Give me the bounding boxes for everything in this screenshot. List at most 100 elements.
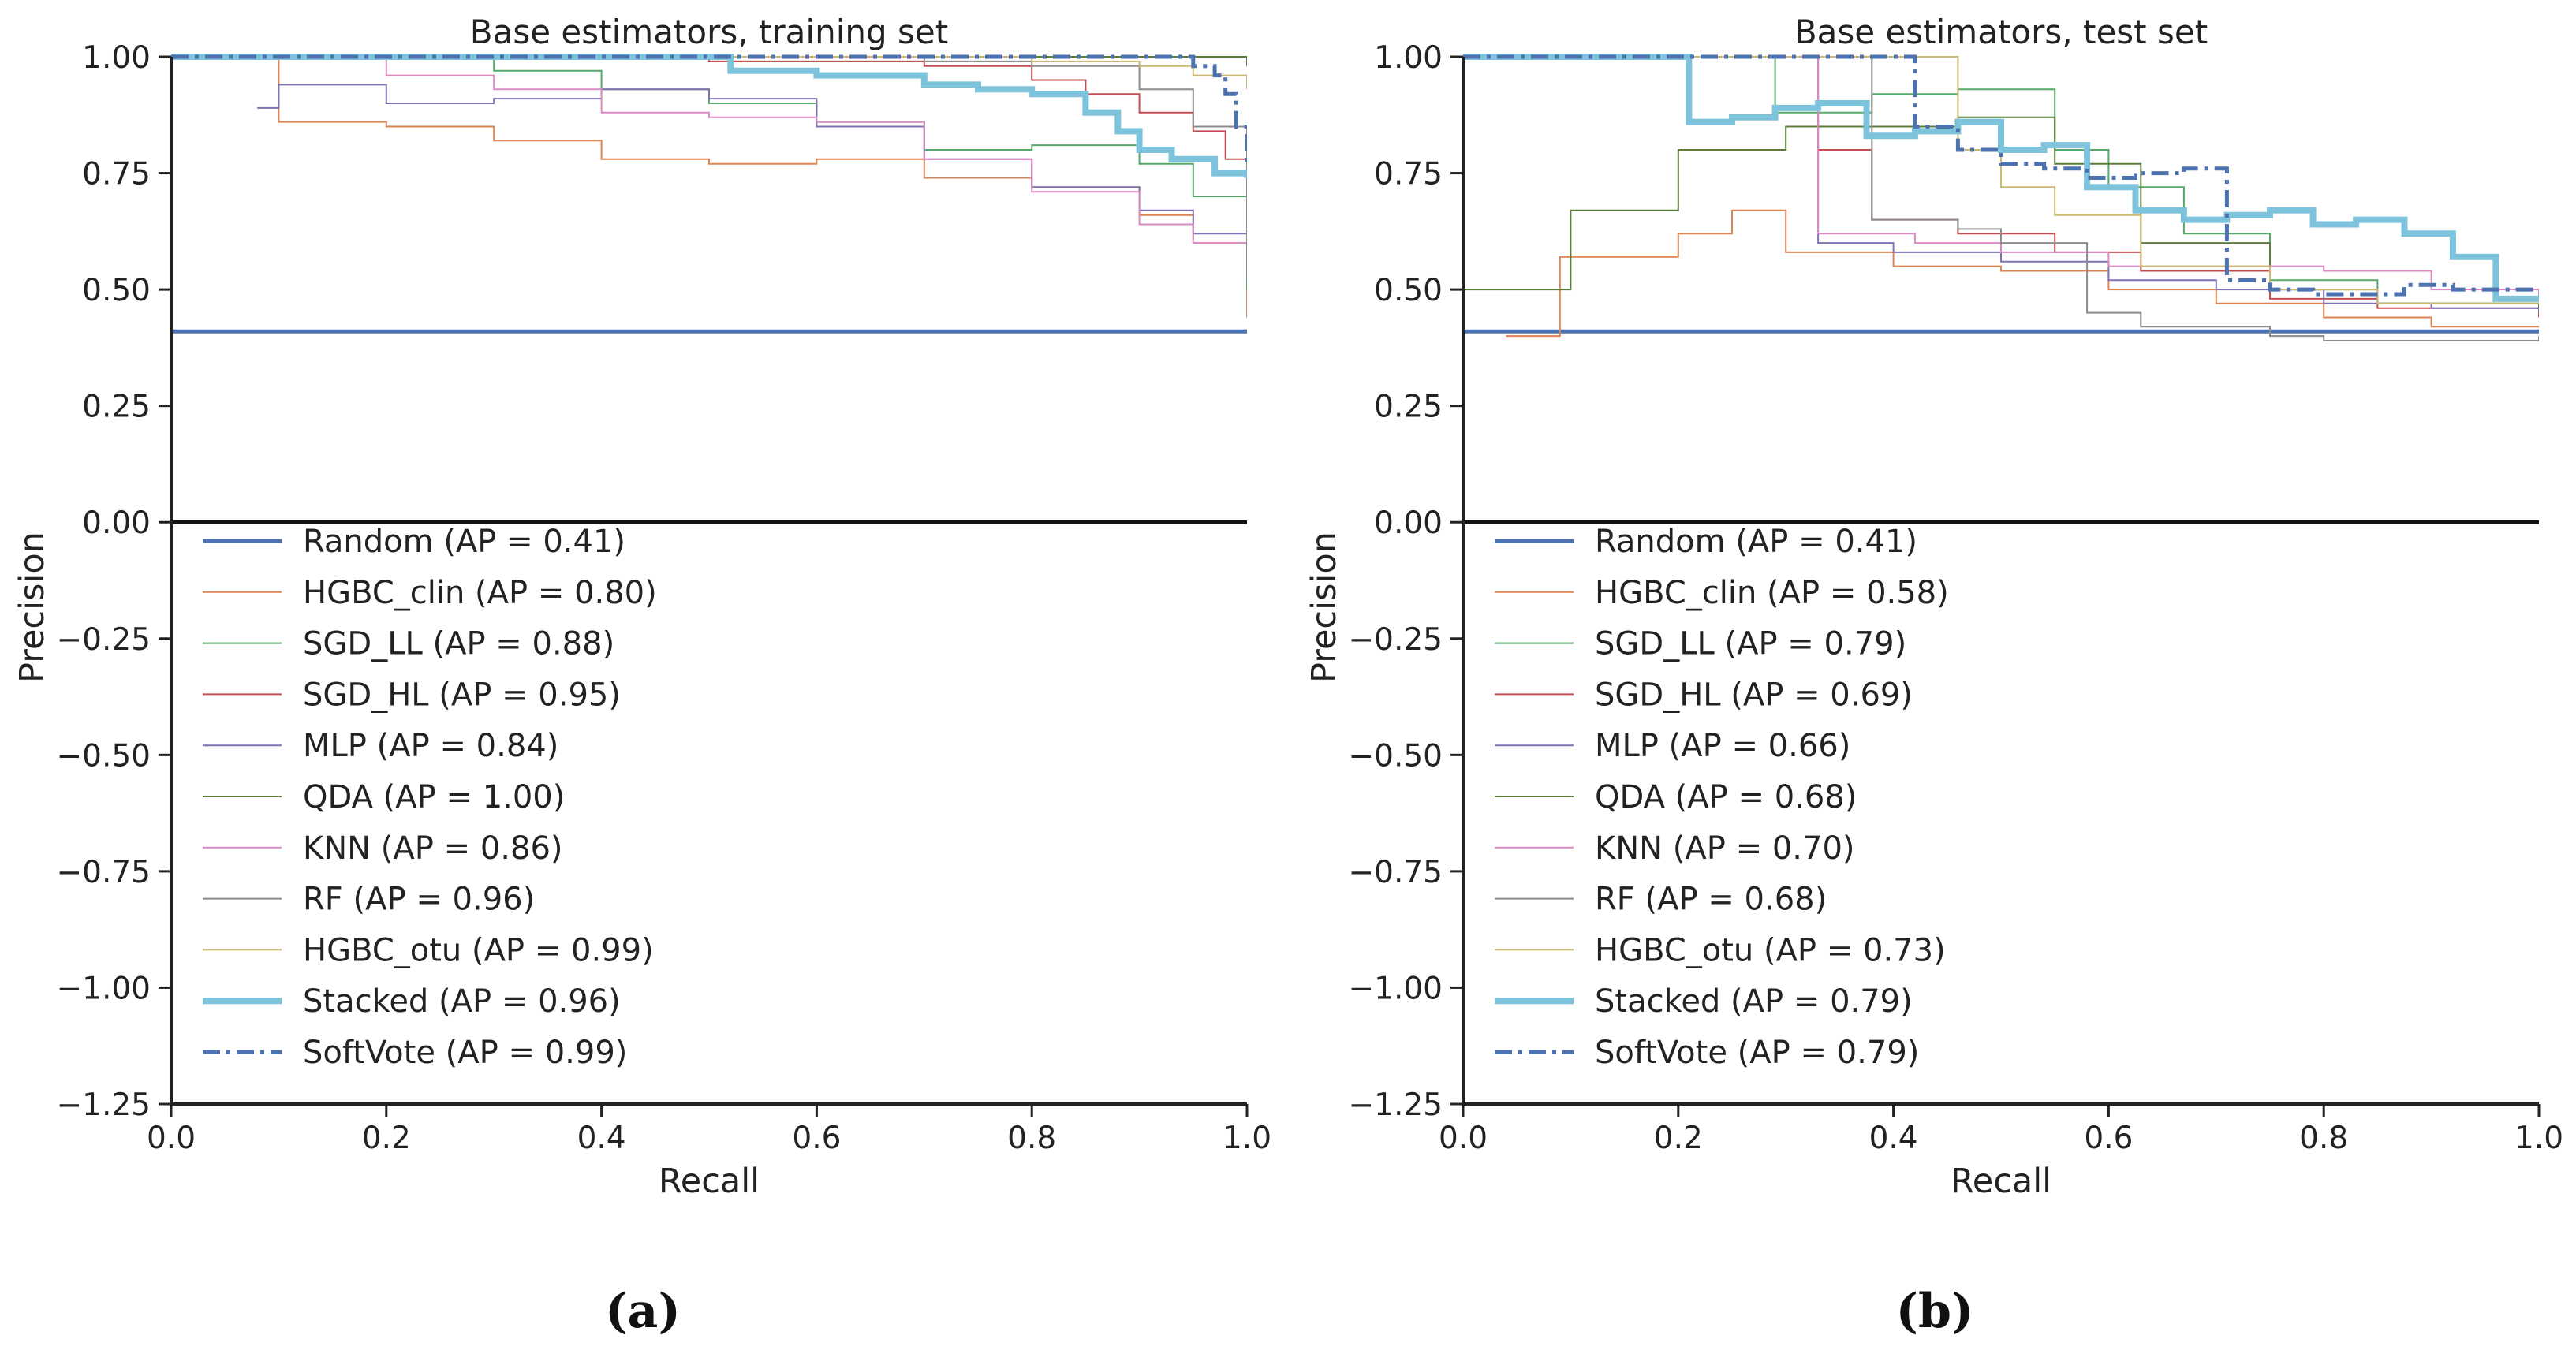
legend-item: SGD_HL (AP = 0.69) xyxy=(1495,677,1913,713)
y-axis-label: Precision xyxy=(1305,532,1344,683)
y-tick-label: −0.75 xyxy=(56,855,151,890)
legend-label: HGBC_otu (AP = 0.73) xyxy=(1595,932,1946,968)
legend-label: HGBC_clin (AP = 0.58) xyxy=(1595,575,1949,611)
legend-item: SoftVote (AP = 0.99) xyxy=(203,1035,627,1071)
series-line xyxy=(1463,56,2539,341)
y-tick-label: 0.50 xyxy=(82,273,151,308)
plot-area: 1.00 0.75 0.50 0.25 0.00 −0.25 −0.50 −0.75 −1.00… xyxy=(1348,40,2563,1156)
series-line xyxy=(171,54,1247,164)
legend-label: Stacked (AP = 0.79) xyxy=(1595,983,1913,1020)
x-axis-label: Recall xyxy=(1951,1162,2051,1201)
legend-label: SoftVote (AP = 0.79) xyxy=(1595,1035,1919,1071)
legend-label: KNN (AP = 0.86) xyxy=(303,830,563,867)
y-tick-label: 0.50 xyxy=(1374,273,1443,308)
legend-item: KNN (AP = 0.70) xyxy=(1495,830,1855,867)
legend-label: SGD_LL (AP = 0.88) xyxy=(303,626,614,662)
x-tick-label: 0.0 xyxy=(1439,1121,1488,1156)
y-tick-label: 0.00 xyxy=(82,505,151,541)
y-tick-label: 0.75 xyxy=(1374,157,1443,192)
panel-test-set: Base estimators, test set 1.00 0.75 0.50 0.… xyxy=(1305,13,2563,1339)
y-axis-label: Precision xyxy=(13,532,52,683)
legend-item: Random (AP = 0.41) xyxy=(203,524,625,560)
legend: Random (AP = 0.41) HGBC_clin (AP = 0.58) S… xyxy=(1495,524,1949,1071)
series-line xyxy=(171,54,1247,178)
y-tick-label: −1.00 xyxy=(1348,971,1443,1006)
plot-area: 1.00 0.75 0.50 0.25 0.00 −0.25 −0.50 −0.75 −1.00… xyxy=(56,40,1271,1156)
legend-item: KNN (AP = 0.86) xyxy=(203,830,563,867)
legend-item: MLP (AP = 0.66) xyxy=(1495,728,1850,764)
x-tick-label: 0.6 xyxy=(792,1121,841,1156)
series-line xyxy=(257,84,1247,267)
panel-title: Base estimators, training set xyxy=(470,13,948,51)
x-axis-label: Recall xyxy=(659,1162,760,1201)
legend-label: Random (AP = 0.41) xyxy=(1595,524,1917,560)
legend-item: HGBC_otu (AP = 0.99) xyxy=(203,932,654,968)
legend-item: SoftVote (AP = 0.79) xyxy=(1495,1035,1919,1071)
series-line xyxy=(171,56,1247,188)
series-line xyxy=(1463,56,2539,304)
legend-label: Stacked (AP = 0.96) xyxy=(303,983,621,1020)
legend-item: QDA (AP = 0.68) xyxy=(1495,779,1857,815)
legend-label: MLP (AP = 0.66) xyxy=(1595,728,1850,764)
legend-item: RF (AP = 0.96) xyxy=(203,882,535,918)
y-tick-label: −0.25 xyxy=(56,622,151,658)
legend-item: SGD_HL (AP = 0.95) xyxy=(203,677,621,713)
y-tick-label: −0.50 xyxy=(1348,738,1443,774)
x-tick-label: 0.2 xyxy=(362,1121,411,1156)
legend-label: QDA (AP = 1.00) xyxy=(303,779,565,815)
series-lines xyxy=(1463,54,2539,341)
y-tick-label: −0.25 xyxy=(1348,622,1443,658)
legend-item: HGBC_clin (AP = 0.80) xyxy=(203,575,657,611)
y-tick-label: 0.25 xyxy=(82,390,151,425)
series-line xyxy=(1463,54,2539,302)
legend: Random (AP = 0.41) HGBC_clin (AP = 0.80) S… xyxy=(203,524,657,1071)
legend-label: QDA (AP = 0.68) xyxy=(1595,779,1857,815)
legend-label: HGBC_clin (AP = 0.80) xyxy=(303,575,657,611)
legend-item: QDA (AP = 1.00) xyxy=(203,779,565,815)
legend-item: RF (AP = 0.68) xyxy=(1495,882,1827,918)
x-tick-label: 1.0 xyxy=(1223,1121,1271,1156)
legend-label: SGD_LL (AP = 0.79) xyxy=(1595,626,1906,662)
series-line xyxy=(171,56,1247,262)
series-line xyxy=(1463,54,2539,297)
y-tick-label: −1.25 xyxy=(1348,1087,1443,1123)
x-tick-label: 0.6 xyxy=(2084,1121,2133,1156)
legend-label: KNN (AP = 0.70) xyxy=(1595,830,1855,867)
legend-label: SGD_HL (AP = 0.95) xyxy=(303,677,621,713)
series-line xyxy=(171,56,1247,318)
x-tick-label: 0.2 xyxy=(1654,1121,1703,1156)
legend-label: MLP (AP = 0.84) xyxy=(303,728,558,764)
x-tick-label: 0.4 xyxy=(1869,1121,1918,1156)
legend-item: SGD_LL (AP = 0.79) xyxy=(1495,626,1906,662)
legend-label: SGD_HL (AP = 0.69) xyxy=(1595,677,1913,713)
panel-training-set: Base estimators, training set 1.00 0.75 0.… xyxy=(13,13,1271,1339)
panel-title: Base estimators, test set xyxy=(1794,13,2208,51)
y-tick-label: −0.75 xyxy=(1348,855,1443,890)
legend-label: HGBC_otu (AP = 0.99) xyxy=(303,932,654,968)
y-tick-label: 0.25 xyxy=(1374,390,1443,425)
legend-label: Random (AP = 0.41) xyxy=(303,524,625,560)
legend-item: MLP (AP = 0.84) xyxy=(203,728,558,764)
y-tick-label: 0.00 xyxy=(1374,505,1443,541)
x-tick-label: 1.0 xyxy=(2514,1121,2563,1156)
y-tick-label: 1.00 xyxy=(1374,40,1443,76)
legend-item: Random (AP = 0.41) xyxy=(1495,524,1917,560)
legend-label: RF (AP = 0.68) xyxy=(1595,882,1827,918)
y-tick-label: −1.00 xyxy=(56,971,151,1006)
x-tick-label: 0.8 xyxy=(1007,1121,1056,1156)
legend-item: HGBC_otu (AP = 0.73) xyxy=(1495,932,1946,968)
legend-item: Stacked (AP = 0.96) xyxy=(203,983,621,1020)
series-line xyxy=(1506,209,2539,338)
legend-item: SGD_LL (AP = 0.88) xyxy=(203,626,614,662)
legend-label: SoftVote (AP = 0.99) xyxy=(303,1035,627,1071)
series-lines xyxy=(171,54,1247,334)
y-tick-label: −1.25 xyxy=(56,1087,151,1123)
y-tick-label: 0.75 xyxy=(82,157,151,192)
y-tick-label: 1.00 xyxy=(82,40,151,76)
x-tick-label: 0.8 xyxy=(2299,1121,2348,1156)
y-tick-label: −0.50 xyxy=(56,738,151,774)
legend-label: RF (AP = 0.96) xyxy=(303,882,535,918)
x-tick-label: 0.0 xyxy=(147,1121,196,1156)
x-tick-label: 0.4 xyxy=(577,1121,626,1156)
